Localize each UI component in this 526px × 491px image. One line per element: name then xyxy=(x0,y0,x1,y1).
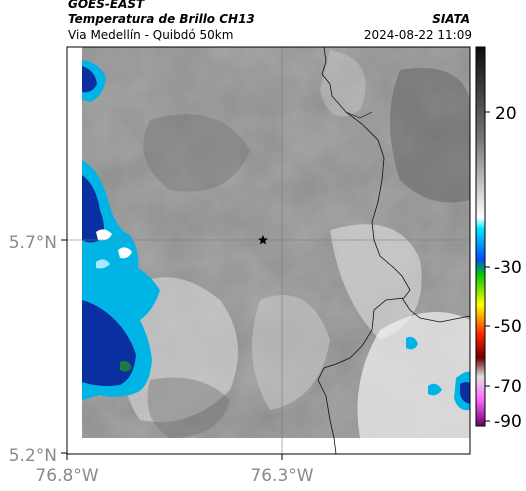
map-frame xyxy=(66,46,471,455)
star-icon xyxy=(258,235,268,245)
colorbar-tick-label: 20 xyxy=(495,104,517,124)
lat-tick-label: 5.7°N xyxy=(9,233,57,253)
route-subtitle: Via Medellín - Quibdó 50km xyxy=(68,28,234,42)
department-boundary xyxy=(345,111,373,119)
colorbar-tick-label: -30 xyxy=(494,258,522,278)
colorbar: 20 -30 -50 -70 -90 xyxy=(475,46,522,432)
colorbar-gradient xyxy=(475,46,486,427)
department-boundary xyxy=(401,297,470,323)
lat-tick-label: 5.2°N xyxy=(9,446,57,466)
organization-label: SIATA xyxy=(432,12,470,26)
satellite-title: GOES-EAST xyxy=(68,0,145,11)
lon-tick-label: 76.3°W xyxy=(250,466,313,486)
lon-tick-label: 76.8°W xyxy=(35,466,98,486)
satellite-imagery xyxy=(67,47,470,454)
colorbar-tick-label: -50 xyxy=(494,317,522,337)
product-title: Temperatura de Brillo CH13 xyxy=(68,12,255,26)
colorbar-tick-label: -90 xyxy=(494,412,522,432)
colorbar-tick-label: -70 xyxy=(494,377,522,397)
department-boundary xyxy=(317,47,411,454)
timestamp-label: 2024-08-22 11:09 xyxy=(363,28,472,42)
